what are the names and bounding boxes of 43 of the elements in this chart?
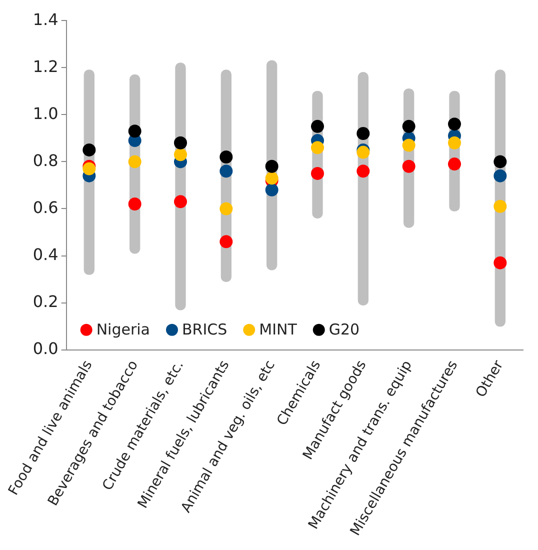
y-tick-label: 0.2 xyxy=(32,292,58,311)
point xyxy=(356,164,370,178)
point xyxy=(448,136,461,150)
point xyxy=(311,120,324,133)
point xyxy=(220,164,233,178)
point xyxy=(402,160,416,173)
legend-label: MINT xyxy=(259,320,298,339)
legend-label: BRICS xyxy=(182,320,228,339)
y-tick-label: 0.0 xyxy=(32,338,58,358)
point xyxy=(448,118,461,131)
legend-label: Nigeria xyxy=(96,320,150,339)
point xyxy=(128,198,142,211)
point xyxy=(494,256,507,270)
point xyxy=(311,166,324,180)
point xyxy=(265,183,278,196)
y-tick-label: 0.8 xyxy=(32,150,58,170)
y-tick-label: 1.2 xyxy=(32,56,58,76)
point xyxy=(128,155,142,168)
point xyxy=(356,126,370,140)
point xyxy=(174,136,187,150)
legend-label: G20 xyxy=(328,320,360,339)
point xyxy=(402,120,416,133)
point xyxy=(82,143,96,156)
point xyxy=(494,169,507,182)
point xyxy=(494,200,507,213)
y-tick-label: 1.4 xyxy=(32,10,58,29)
point xyxy=(220,150,233,164)
point xyxy=(356,146,370,159)
point xyxy=(174,195,187,208)
point xyxy=(448,158,461,171)
point xyxy=(265,160,278,173)
point xyxy=(494,155,507,168)
point xyxy=(174,148,187,162)
point xyxy=(402,138,416,152)
point xyxy=(265,172,278,185)
point xyxy=(82,162,96,176)
y-tick-label: 1.0 xyxy=(32,104,58,123)
point xyxy=(220,235,233,248)
y-tick-label: 0.6 xyxy=(32,198,58,217)
point xyxy=(220,202,233,216)
y-tick-label: 0.4 xyxy=(32,244,58,264)
point xyxy=(311,141,324,154)
point xyxy=(128,124,142,138)
